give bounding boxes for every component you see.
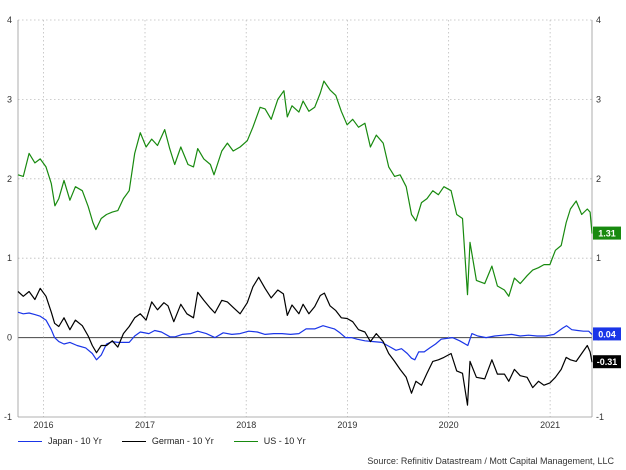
end-tag-japan — [593, 327, 621, 341]
y-tick-label-right: 3 — [596, 94, 601, 104]
legend-label-us: US - 10 Yr — [263, 436, 306, 446]
y-tick-label-left: -1 — [4, 412, 12, 422]
x-tick-label: 2021 — [540, 420, 560, 430]
end-value-tags: 0.04 -0.31 1.31 — [593, 226, 621, 369]
x-tick-label: 2019 — [337, 420, 357, 430]
y-tick-label-right: 2 — [596, 174, 601, 184]
legend-label-japan: Japan - 10 Yr — [48, 436, 102, 446]
legend-swatch-us — [233, 440, 258, 442]
end-tag-german — [593, 355, 621, 369]
legend-swatch-german — [121, 440, 146, 442]
y-tick-label-left: 4 — [7, 15, 12, 25]
legend-item-german: German - 10 Yr — [121, 436, 214, 446]
y-tick-label-left: 0 — [7, 333, 12, 343]
end-tag-label-us: 1.31 — [598, 229, 616, 239]
x-tick-label: 2016 — [33, 420, 53, 430]
legend-swatch-japan — [18, 440, 42, 442]
legend-item-japan: Japan - 10 Yr — [18, 436, 102, 446]
end-tag-label-japan: 0.04 — [598, 329, 616, 339]
grid — [18, 19, 592, 417]
source-note: Source: Refinitiv Datastream / Mott Capi… — [367, 456, 614, 466]
series-line-japan — [17, 311, 593, 361]
x-tick-label: 2018 — [236, 420, 256, 430]
legend-item-us: US - 10 Yr — [233, 436, 306, 446]
y-tick-label-right: 4 — [596, 15, 601, 25]
y-tick-label-right: 1 — [596, 253, 601, 263]
y-tick-label-left: 3 — [7, 94, 12, 104]
series-lines — [17, 80, 593, 406]
legend: Japan - 10 Yr German - 10 Yr US - 10 Yr — [18, 436, 306, 446]
x-tick-label: 2020 — [439, 420, 459, 430]
y-tick-label-right: -1 — [596, 412, 604, 422]
x-tick-label: 2017 — [135, 420, 155, 430]
end-tag-us — [593, 226, 621, 240]
legend-label-german: German - 10 Yr — [151, 436, 214, 446]
series-line-us — [17, 80, 593, 297]
y-tick-label-left: 1 — [7, 253, 12, 263]
end-tag-label-german: -0.31 — [597, 357, 618, 367]
y-tick-label-left: 2 — [7, 174, 12, 184]
series-line-german — [17, 276, 593, 406]
